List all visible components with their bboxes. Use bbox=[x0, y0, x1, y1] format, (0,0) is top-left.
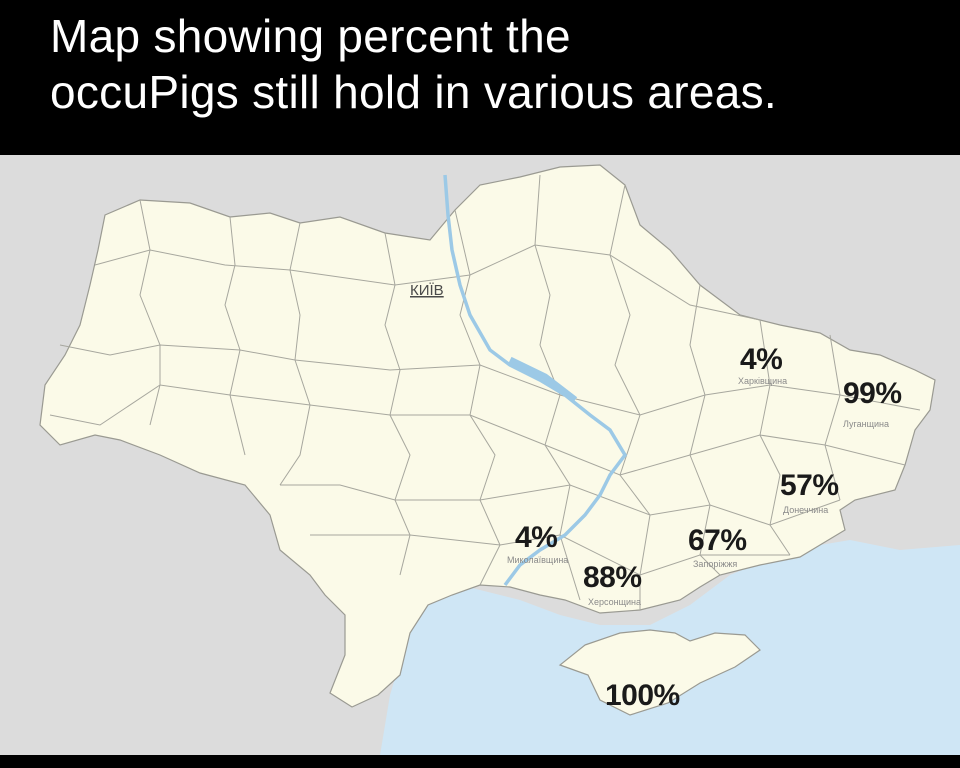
bottom-bar bbox=[0, 755, 960, 768]
region-name: Миколаївщина bbox=[507, 555, 568, 565]
caption-title: Map showing percent the occuPigs still h… bbox=[50, 10, 777, 118]
region-name: Харківщина bbox=[738, 376, 787, 386]
capital-label: КИЇВ bbox=[410, 282, 444, 299]
dnipro-river bbox=[443, 174, 628, 587]
crimea bbox=[558, 629, 761, 716]
region-name: Донеччина bbox=[783, 505, 828, 515]
oblast-borders bbox=[49, 174, 921, 610]
dnieper-reservoir bbox=[508, 356, 578, 403]
region-name: Луганщина bbox=[843, 419, 889, 429]
ukraine-map: КИЇВ 4% Харківщина 99% Луганщина 57% Дон… bbox=[0, 155, 960, 755]
region-name: Запоріжжя bbox=[693, 559, 737, 569]
region-percent: 88% bbox=[583, 561, 642, 594]
region-percent: 4% bbox=[740, 343, 782, 376]
region-name: Херсонщина bbox=[588, 597, 641, 607]
region-percent: 100% bbox=[605, 679, 680, 712]
ukraine-mainland bbox=[39, 164, 936, 708]
region-percent: 99% bbox=[843, 377, 902, 410]
region-percent: 57% bbox=[780, 469, 839, 502]
region-percent: 4% bbox=[515, 521, 557, 554]
caption-bar: Map showing percent the occuPigs still h… bbox=[0, 0, 960, 155]
region-percent: 67% bbox=[688, 524, 747, 557]
